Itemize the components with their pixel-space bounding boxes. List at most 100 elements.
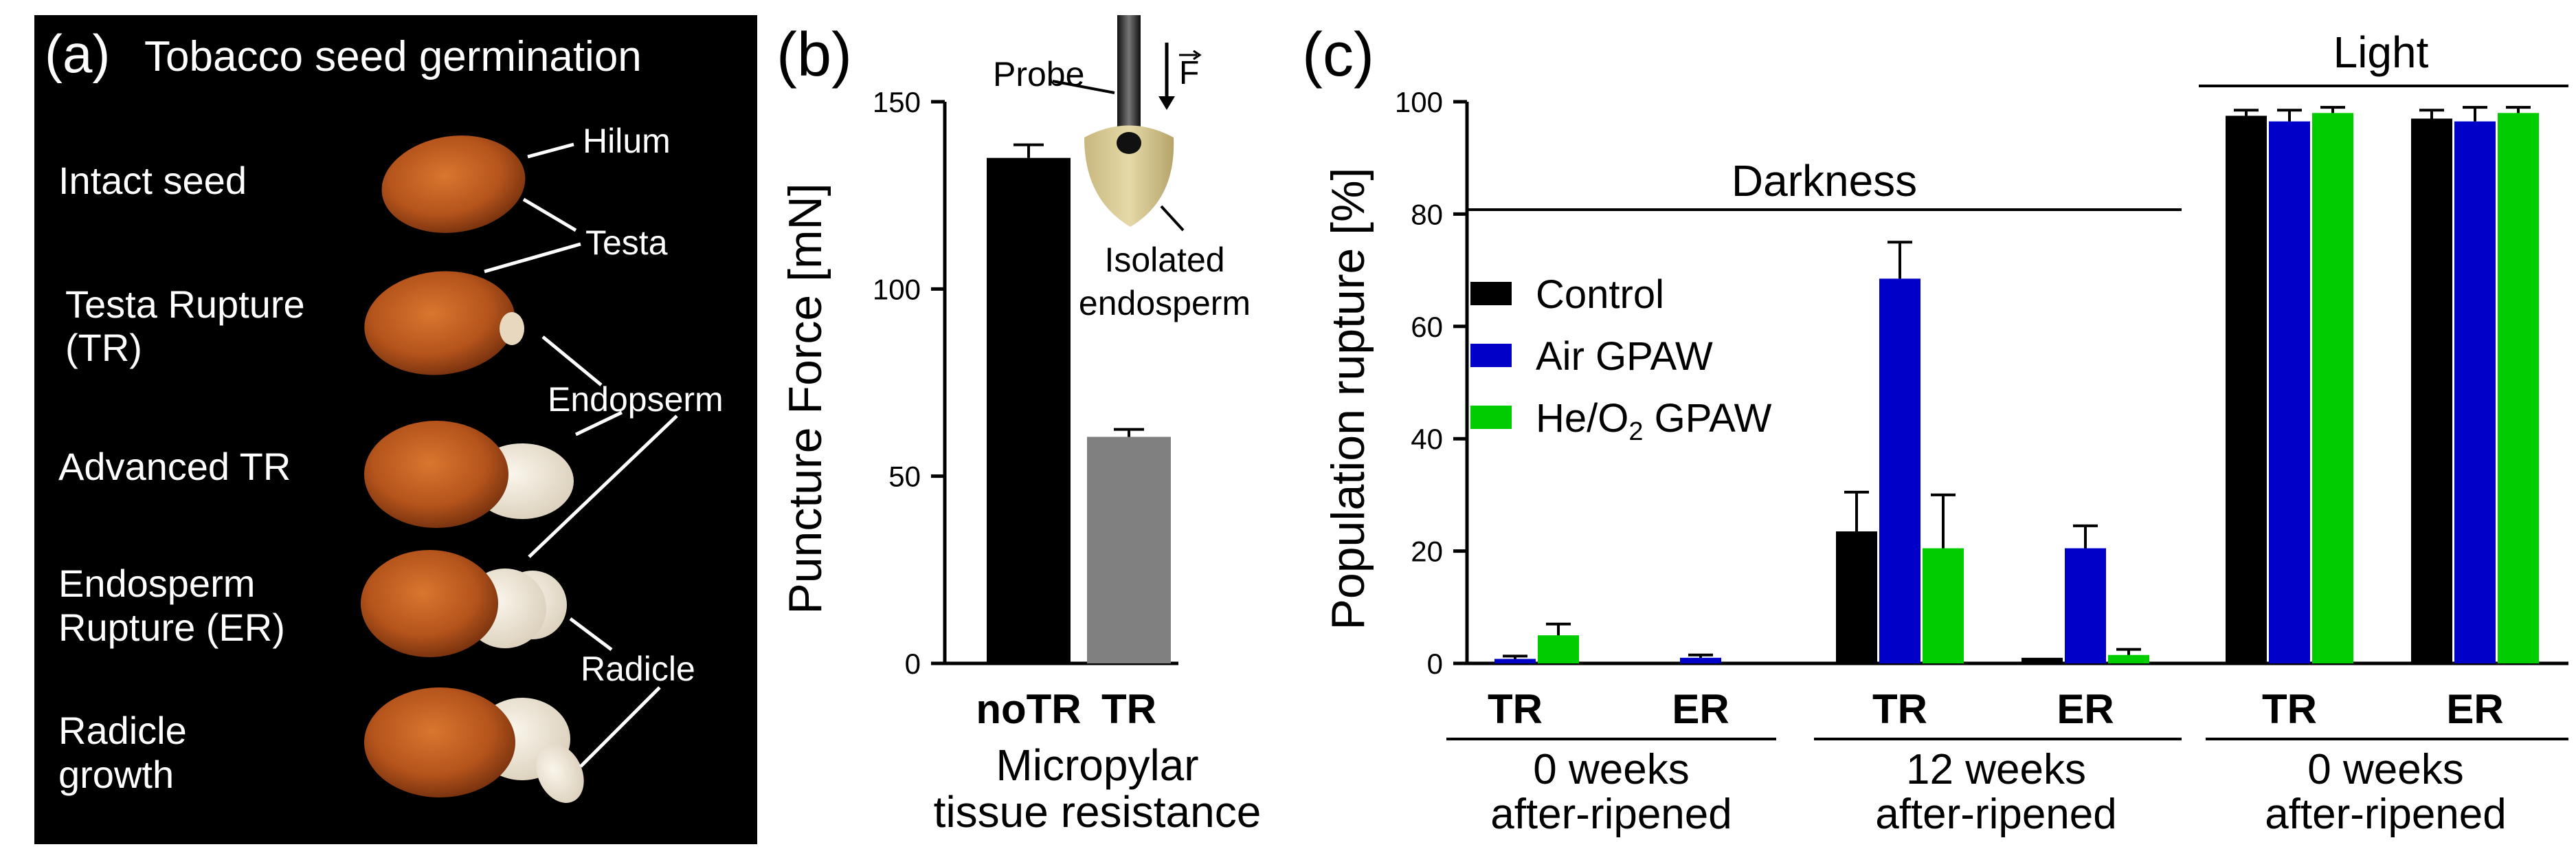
panel-c-ytick-label-0: 0 [1427, 648, 1443, 680]
legend-label-control: Control [1536, 272, 1664, 317]
panel-c-bar-s2-g2 [1923, 548, 1964, 663]
annotation-endosperm: Endopserm [548, 380, 724, 419]
stage-radicle: Radicle [58, 709, 187, 752]
force-label: F [1179, 55, 1199, 91]
stage-intact-seed: Intact seed [58, 159, 247, 202]
legend-swatch-control [1470, 282, 1512, 305]
panel-c-ytick-label-5: 100 [1395, 86, 1443, 118]
panel-c-xticks: TR ER TR ER TR ER [1488, 686, 2504, 732]
stage-endosperm-rupture-abbr: Rupture (ER) [58, 606, 285, 649]
legend-label-heo2-gpaw: He/O2 GPAW [1536, 396, 1772, 446]
panel-c: (c) Population rupture [%] 020406080100 … [1302, 21, 2568, 838]
panel-c-xtick-label-4: TR [2262, 686, 2317, 732]
panel-c-axes [1465, 102, 2568, 665]
panel-b-ytick-label-3: 150 [873, 86, 921, 118]
panel-b-ylabel: Puncture Force [mN] [779, 183, 831, 614]
panel-c-bar-s1-g4 [2269, 121, 2310, 664]
group-0-line2: after-ripened [1490, 791, 1732, 838]
panel-c-bar-s0-g3 [2021, 657, 2063, 663]
panel-c-ytick-label-4: 80 [1411, 198, 1443, 230]
seed-endosperm-rupture [361, 550, 567, 657]
panel-b-ytick-label-1: 50 [888, 461, 921, 493]
group-2-line1: 0 weeks [2307, 746, 2463, 793]
force-vector-head [1193, 49, 1202, 60]
panel-c-bar-s2-g4 [2312, 113, 2353, 664]
annotation-lines [484, 142, 678, 768]
stage-testa-rupture: Testa Rupture [65, 283, 305, 326]
annotation-radicle: Radicle [581, 650, 695, 688]
panel-c-bar-s0-g2 [1836, 531, 1877, 663]
panel-c-bar-s2-g5 [2498, 113, 2539, 664]
panel-c-bar-s1-g2 [1879, 278, 1920, 664]
panel-b-caption-2: tissue resistance [934, 787, 1262, 837]
probe-tip [1117, 132, 1141, 154]
group-1-line2: after-ripened [1875, 791, 2117, 838]
probe-inset: Probe F Isolated endosperm [993, 15, 1251, 322]
panel-b-yticks: 0 50 100 150 [873, 86, 945, 680]
panel-c-bar-s2-g3 [2108, 654, 2149, 663]
panel-c-xtick-label-3: ER [2057, 686, 2114, 732]
stage-advanced-tr: Advanced TR [58, 445, 291, 488]
panel-b-xtick-notr: noTR [976, 686, 1081, 732]
legend-heo2-part2: GPAW [1644, 396, 1772, 441]
panel-b-xtick-tr: TR [1101, 686, 1156, 732]
panel-c-xtick-label-2: TR [1872, 686, 1927, 732]
panel-c-letter: (c) [1302, 21, 1374, 89]
panel-c-bar-s0-g5 [2411, 118, 2452, 663]
seed-intact [381, 135, 526, 233]
seed-testa-rupture [364, 271, 524, 375]
group-1-line1: 12 weeks [1906, 746, 2086, 793]
panel-a: (a) Tobacco seed germination Intact seed… [34, 15, 757, 844]
group-0-line1: 0 weeks [1533, 746, 1689, 793]
legend-heo2-subscript: 2 [1628, 417, 1643, 446]
panel-a-letter: (a) [45, 23, 110, 84]
force-arrowhead [1158, 96, 1175, 110]
panel-c-bar-s1-g1 [1680, 657, 1721, 663]
panel-c-bar-s2-g0 [1538, 635, 1579, 663]
panel-b-bar-tr [1087, 437, 1171, 663]
panel-c-bar-s1-g3 [2065, 548, 2106, 663]
stage-endosperm-rupture: Endosperm [58, 562, 255, 605]
panel-c-ytick-label-3: 60 [1411, 311, 1443, 343]
panel-c-ytick-label-2: 40 [1411, 423, 1443, 455]
seed-radicle-growth [364, 687, 584, 803]
isolated-label-2: endosperm [1079, 284, 1251, 322]
seed-advanced-tr [364, 421, 574, 528]
legend-heo2-part1: He/O [1536, 396, 1628, 441]
group-2-line2: after-ripened [2265, 791, 2507, 838]
panel-c-xtick-label-5: ER [2446, 686, 2503, 732]
isolated-label-1: Isolated [1104, 241, 1224, 279]
darkness-label: Darkness [1732, 156, 1917, 206]
probe-leader [1052, 80, 1115, 94]
endosperm-cup [1084, 125, 1174, 227]
panel-c-xtick-label-0: TR [1488, 686, 1543, 732]
panel-a-title: Tobacco seed germination [144, 33, 642, 80]
panel-c-bar-s1-g5 [2454, 121, 2496, 664]
legend: Control Air GPAW He/O2 GPAW [1470, 272, 1772, 446]
legend-label-air-gpaw: Air GPAW [1536, 334, 1713, 379]
isolated-leader [1160, 205, 1185, 232]
panel-b-letter: (b) [776, 21, 852, 89]
panel-c-ytick-label-1: 20 [1411, 536, 1443, 568]
panel-c-xtick-label-1: ER [1672, 686, 1729, 732]
panel-b: (b) Puncture Force [mN] 0 50 100 150 Probe … [776, 15, 1261, 837]
panel-b-bars [987, 143, 1171, 663]
annotation-testa: Testa [585, 223, 668, 262]
panel-c-bars [1494, 106, 2539, 664]
legend-swatch-heo2-gpaw [1470, 406, 1512, 429]
legend-swatch-air-gpaw [1470, 344, 1512, 367]
probe-label: Probe [993, 55, 1084, 93]
annotation-hilum: Hilum [583, 122, 671, 160]
panel-b-ytick-label-2: 100 [873, 273, 921, 305]
panel-b-ytick-label-0: 0 [905, 648, 921, 680]
panel-b-bar-notr [987, 157, 1071, 663]
stage-testa-rupture-abbr: (TR) [65, 326, 142, 369]
light-label: Light [2333, 27, 2429, 77]
panel-c-ylabel: Population rupture [%] [1322, 168, 1374, 630]
panel-c-yticks: 0 20 40 60 80 100 [1395, 86, 1467, 680]
panel-b-caption-1: Micropylar [996, 740, 1198, 790]
panel-c-bar-s0-g4 [2226, 115, 2267, 664]
stage-radicle-growth: growth [58, 753, 174, 796]
panel-c-bar-s1-g0 [1494, 659, 1536, 663]
